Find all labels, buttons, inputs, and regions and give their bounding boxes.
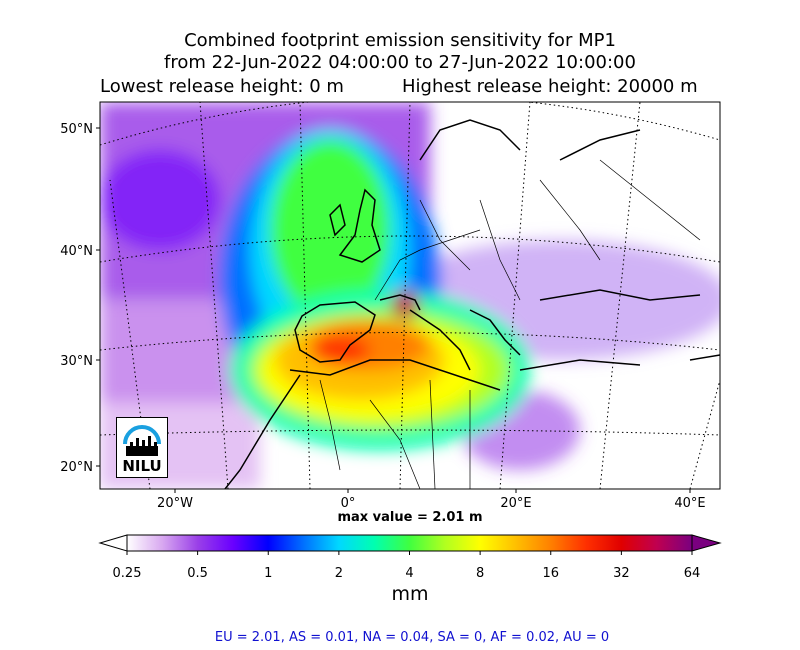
map-frame: [99, 101, 721, 490]
lat-ticks: [96, 127, 100, 467]
colorbar-tick-label: 4: [405, 566, 413, 581]
colorbar-tick-label: 2: [335, 566, 343, 581]
colorbar-tick-label: 16: [542, 566, 559, 581]
lon-label-0: 0°: [341, 496, 356, 511]
lon-tick-labels: 20°W 0° 20°E 40°E: [157, 496, 706, 511]
colorbar-ticks: 0.25 0.5 1 2 4 8 16 32 64: [113, 551, 701, 581]
coastlines: [224, 119, 720, 489]
country-borders: [319, 159, 701, 489]
sensitivity-field: [100, 102, 720, 489]
colorbar-low-extend: [98, 534, 128, 552]
title-line-1: Combined footprint emission sensitivity …: [184, 30, 616, 51]
lon-label-20e: 20°E: [500, 496, 531, 511]
colorbar-tick-label: 8: [476, 566, 484, 581]
colorbar: 0.25 0.5 1 2 4 8 16 32 64: [98, 534, 722, 581]
colorbar-unit-label: mm: [391, 583, 429, 605]
colorbar-tick-label: 1: [264, 566, 272, 581]
lon-ticks: [174, 489, 691, 493]
lon-label-20w: 20°W: [157, 496, 193, 511]
colorbar-tick-label: 32: [613, 566, 630, 581]
graticule: [100, 102, 720, 489]
nilu-logo: NILU: [116, 417, 168, 478]
logo-text: NILU: [122, 457, 162, 475]
figure-title: Combined footprint emission sensitivity …: [0, 30, 800, 74]
map-panel: [100, 102, 720, 489]
lowest-release-height: Lowest release height: 0 m: [100, 76, 344, 97]
logo-skyline-icon: [123, 425, 161, 456]
lon-label-40e: 40°E: [674, 496, 705, 511]
max-value-label: max value = 2.01 m: [337, 510, 483, 525]
lat-label-40n: 40°N: [60, 244, 93, 259]
lat-tick-labels: 50°N 40°N 30°N 20°N: [60, 122, 93, 475]
lat-label-30n: 30°N: [60, 354, 93, 369]
region-stats-line: EU = 2.01, AS = 0.01, NA = 0.04, SA = 0,…: [214, 630, 610, 645]
lat-label-50n: 50°N: [60, 122, 93, 137]
colorbar-tick-label: 64: [684, 566, 701, 581]
title-line-2: from 22-Jun-2022 04:00:00 to 27-Jun-2022…: [164, 52, 636, 73]
lat-label-20n: 20°N: [60, 460, 93, 475]
colorbar-high-extend: [691, 534, 722, 552]
colorbar-tick-label: 0.5: [187, 566, 208, 581]
highest-release-height: Highest release height: 20000 m: [402, 76, 698, 97]
colorbar-tick-label: 0.25: [113, 566, 142, 581]
colorbar-gradient: [127, 535, 692, 551]
